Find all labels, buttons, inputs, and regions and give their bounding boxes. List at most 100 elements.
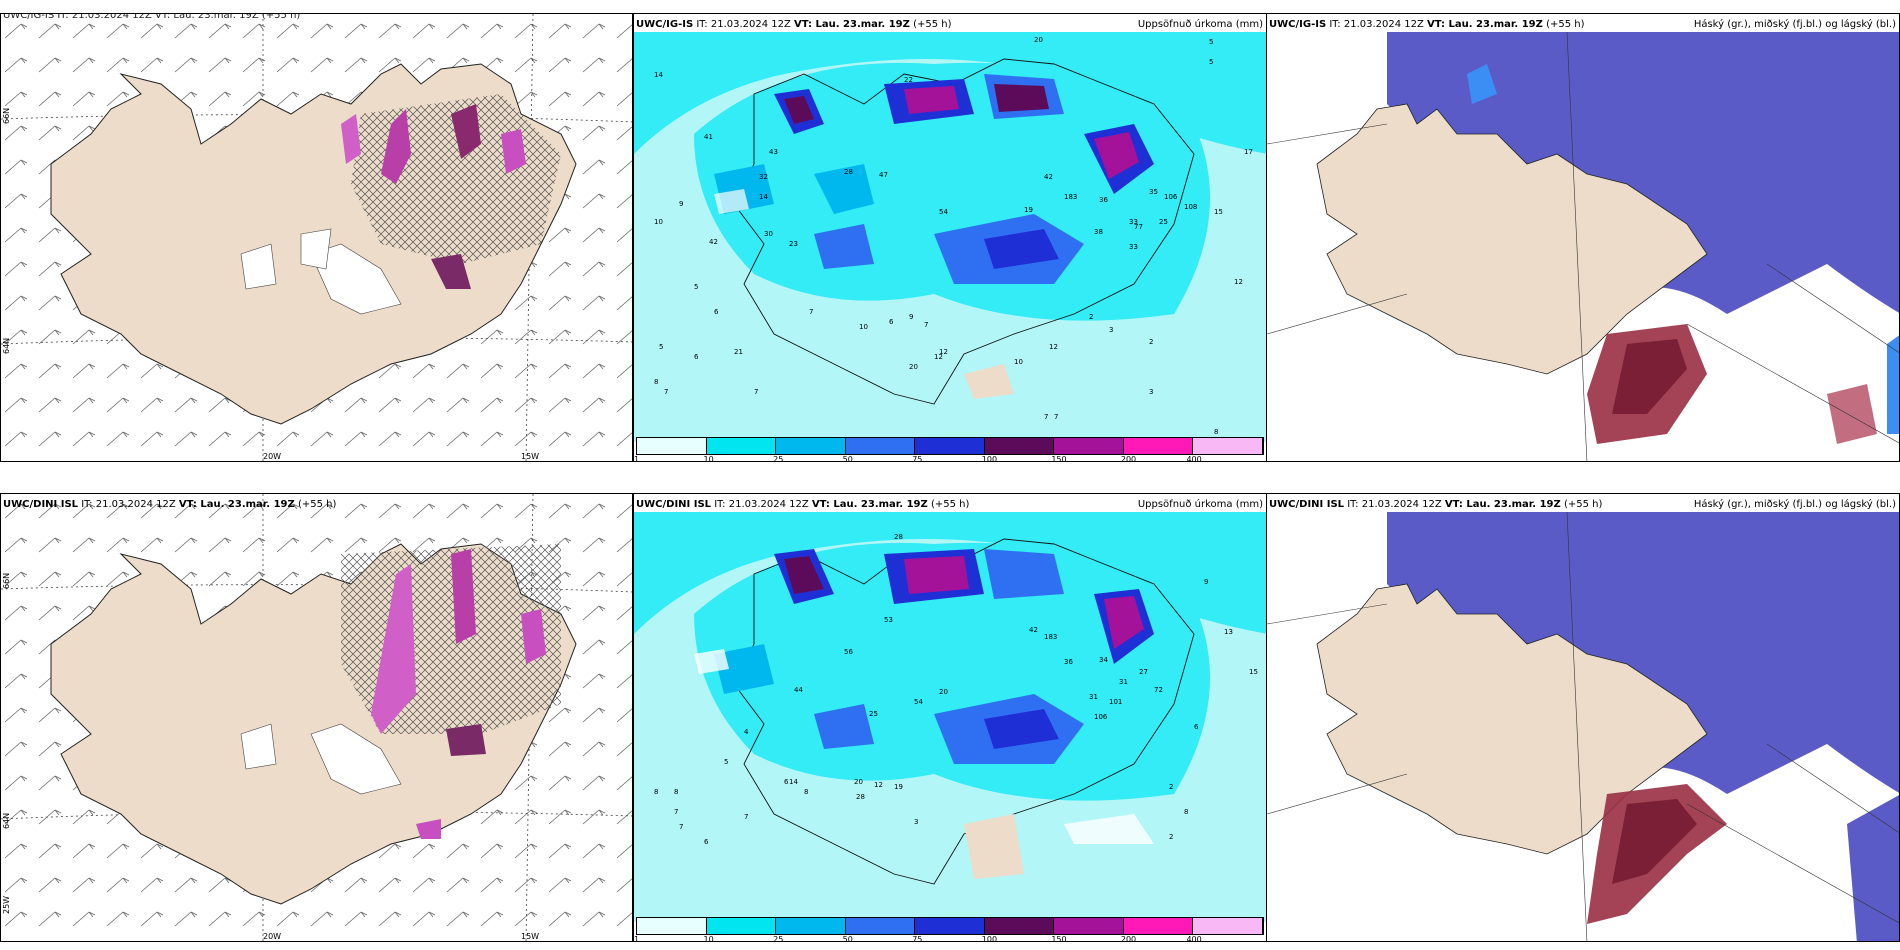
precip-label: 108 <box>1184 203 1197 211</box>
precip-label: 36 <box>1064 658 1073 666</box>
precip-label: 7 <box>924 321 928 329</box>
cloud-map-dini <box>1267 511 1899 941</box>
panel-header: UWC/DINI ISL IT: 21.03.2024 12Z VT: Lau.… <box>636 499 970 510</box>
panel-header: UWC/IG-IS IT: 21.03.2024 12Z VT: Lau. 23… <box>1269 19 1585 30</box>
precip-label: 34 <box>1099 656 1108 664</box>
precip-panel-bottom: UWC/DINI ISL IT: 21.03.2024 12Z VT: Lau.… <box>633 493 1267 942</box>
precip-label: 3 <box>914 818 918 826</box>
colorbar-segment <box>915 918 985 934</box>
precip-label: 6 <box>889 318 894 326</box>
lat-label-66n: 66N <box>2 107 11 124</box>
precip-label: 12 <box>934 353 943 361</box>
precip-label: 106 <box>1164 193 1178 201</box>
panel-title: Háský (gr.), miðský (fj.bl.) og lágský (… <box>1693 19 1896 30</box>
precip-label: 36 <box>1099 196 1108 204</box>
precip-label: 5 <box>1209 58 1213 66</box>
colorbar-label: 25 <box>773 935 784 942</box>
precip-label: 42 <box>1029 626 1038 634</box>
colorbar-label: 400 <box>1186 935 1202 942</box>
precip-label: 25 <box>1159 218 1168 226</box>
precip-label: 41 <box>704 133 713 141</box>
precip-label: 35 <box>1149 188 1158 196</box>
colorbar-segment <box>845 438 916 454</box>
lon-label-20w: 20W <box>263 932 281 941</box>
precip-label: 12 <box>939 348 948 356</box>
precip-label: 20 <box>939 688 948 696</box>
precip-label: 13 <box>1224 628 1233 636</box>
precip-label: 5 <box>694 283 698 291</box>
precip-label: 15 <box>1249 668 1258 676</box>
precip-label: 183 <box>1044 633 1057 641</box>
precip-label: 183 <box>1064 193 1077 201</box>
precip-label: 10 <box>859 323 868 331</box>
precip-label: 20 <box>854 778 863 786</box>
precip-label: 53 <box>884 616 893 624</box>
precip-label: 5 <box>1209 38 1213 46</box>
precip-label: 5 <box>659 343 663 351</box>
precip-label: 12 <box>1234 278 1243 286</box>
colorbar-segment <box>1123 438 1194 454</box>
colorbar-label: 10 <box>703 455 714 462</box>
lon-label-15w: 15W <box>521 932 539 941</box>
cloud-panel-top: UWC/IG-IS IT: 21.03.2024 12Z VT: Lau. 23… <box>1266 13 1900 462</box>
precip-label: 10 <box>1014 358 1023 366</box>
precip-label: 6 <box>694 353 699 361</box>
lat-label-64n: 64N <box>2 812 11 829</box>
precip-label: 38 <box>1094 228 1103 236</box>
precip-label: 22 <box>904 76 913 84</box>
precip-label: 19 <box>1024 206 1033 214</box>
panel-header: UWC/DINI ISL IT: 21.03.2024 12Z VT: Lau.… <box>3 499 337 510</box>
precip-label: 7 <box>1044 413 1048 421</box>
precip-label: 8 <box>654 378 658 386</box>
colorbar-label: 200 <box>1120 935 1137 942</box>
colorbar-label: 10 <box>703 935 714 942</box>
precip-label: 4 <box>744 728 749 736</box>
precip-colorbar <box>636 437 1264 455</box>
colorbar-label: 1 <box>634 455 640 462</box>
precip-panel-top: UWC/IG-IS IT: 21.03.2024 12Z VT: Lau. 23… <box>633 13 1267 462</box>
precip-label: 10 <box>654 218 663 226</box>
precip-label: 77 <box>1134 223 1143 231</box>
precip-label: 2 <box>1169 783 1173 791</box>
colorbar-label: 150 <box>1051 935 1067 942</box>
panel-header: UWC/IG-IS IT: 21.03.2024 12Z VT: Lau. 23… <box>3 13 301 21</box>
colorbar-label: 50 <box>842 455 853 462</box>
precip-map-ig: 14 22 20 5 5 17 10 9 12 42 43 32 30 23 4… <box>634 32 1266 442</box>
precip-label: 7 <box>809 308 813 316</box>
precip-label: 44 <box>794 686 803 694</box>
precip-label: 8 <box>804 788 808 796</box>
colorbar-segment <box>915 438 985 454</box>
precip-label: 28 <box>856 793 865 801</box>
precip-label: 72 <box>1154 686 1163 694</box>
wind-precip-map-ig: 20W 15W <box>1 14 632 461</box>
colorbar-label: 100 <box>981 455 998 462</box>
iceland-land <box>1316 583 1708 855</box>
colorbar-label: 150 <box>1051 455 1067 462</box>
colorbar-label: 200 <box>1120 455 1137 462</box>
precip-label: 6 <box>714 308 719 316</box>
precip-label: 3 <box>1149 388 1153 396</box>
precip-label: 7 <box>679 823 683 831</box>
colorbar-segment <box>1123 918 1194 934</box>
precip-label: 43 <box>769 148 778 156</box>
precip-label: 7 <box>664 388 668 396</box>
colorbar-segment <box>637 438 707 454</box>
precip-label: 5 <box>724 758 728 766</box>
lon-label-15w: 15W <box>521 452 539 461</box>
precip-label: 19 <box>894 783 903 791</box>
lat-label-64n: 64N <box>2 337 11 354</box>
precip-label: 6 <box>784 778 789 786</box>
colorbar-segment <box>1054 918 1124 934</box>
precip-label: 9 <box>1204 578 1208 586</box>
precip-label: 28 <box>844 168 853 176</box>
precip-label: 7 <box>674 808 678 816</box>
precip-label: 33 <box>1129 243 1138 251</box>
cloud-panel-bottom: UWC/DINI ISL IT: 21.03.2024 12Z VT: Lau.… <box>1266 493 1900 942</box>
lon-label-20w: 20W <box>263 452 281 461</box>
precip-label: 12 <box>874 781 883 789</box>
map-panel-top-left: UWC/IG-IS IT: 21.03.2024 12Z VT: Lau. 23… <box>0 13 633 462</box>
precip-label: 17 <box>1244 148 1253 156</box>
iceland-land <box>1316 103 1708 375</box>
precip-label: 32 <box>759 173 768 181</box>
colorbar-segment <box>984 438 1055 454</box>
